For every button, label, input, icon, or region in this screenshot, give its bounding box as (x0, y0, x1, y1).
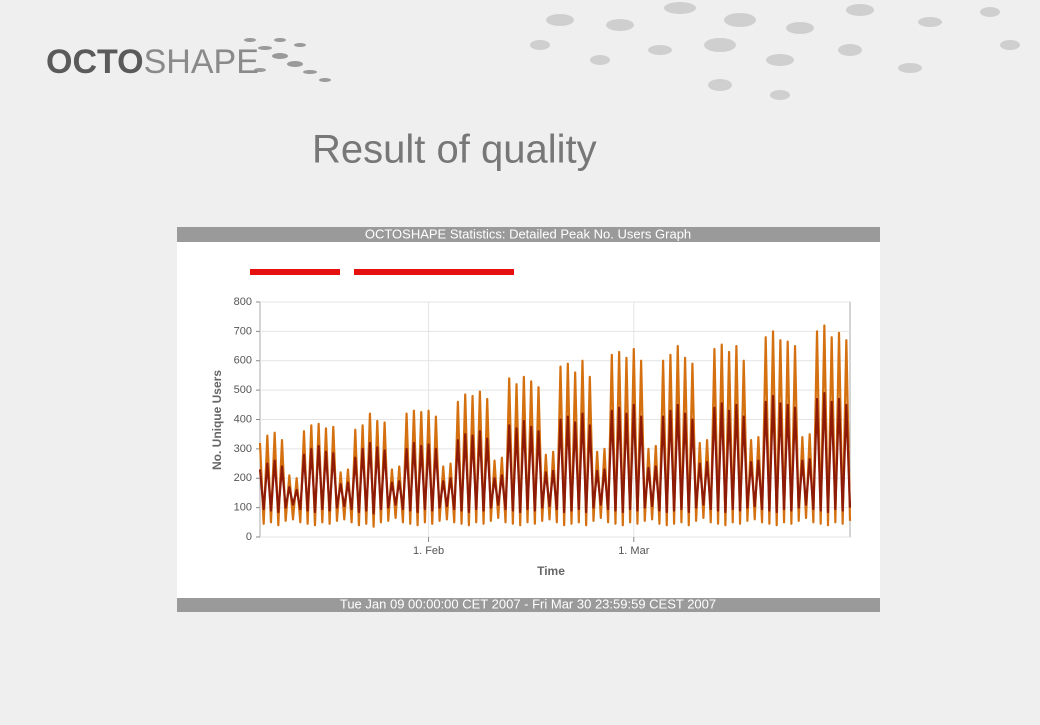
decoration (530, 2, 1020, 100)
legend-redacted (354, 269, 514, 275)
y-tick-label: 100 (234, 502, 252, 514)
legend-redacted (250, 269, 340, 275)
chart-title: OCTOSHAPE Statistics: Detailed Peak No. … (365, 226, 691, 241)
chart-header (177, 227, 880, 242)
series-line (258, 391, 852, 515)
y-tick-label: 300 (234, 443, 252, 455)
slide-title: Result of quality (312, 128, 597, 172)
y-tick-label: 500 (234, 384, 252, 396)
x-axis-label: Time (537, 564, 565, 578)
y-axis-label: No. Unique Users (210, 370, 224, 470)
logo-mark (244, 38, 331, 82)
x-tick-label: 1. Feb (413, 545, 444, 557)
chart-footer (177, 598, 880, 612)
logo-text: OCTOSHAPE (46, 43, 259, 81)
y-tick-label: 0 (246, 531, 252, 543)
y-tick-label: 600 (234, 355, 252, 367)
y-tick-label: 400 (234, 413, 252, 425)
logo-left: OCTO (46, 43, 144, 81)
logo-right: SHAPE (144, 43, 259, 81)
chart-subtitle: Tue Jan 09 00:00:00 CET 2007 - Fri Mar 3… (340, 596, 716, 611)
plot: 0 100 200 300 400 500 600 700 800 1. Feb 1. Mar (234, 296, 852, 557)
y-tick-label: 200 (234, 472, 252, 484)
y-tick-label: 700 (234, 325, 252, 337)
x-tick-label: 1. Mar (618, 545, 650, 557)
y-tick-label: 800 (234, 296, 252, 308)
